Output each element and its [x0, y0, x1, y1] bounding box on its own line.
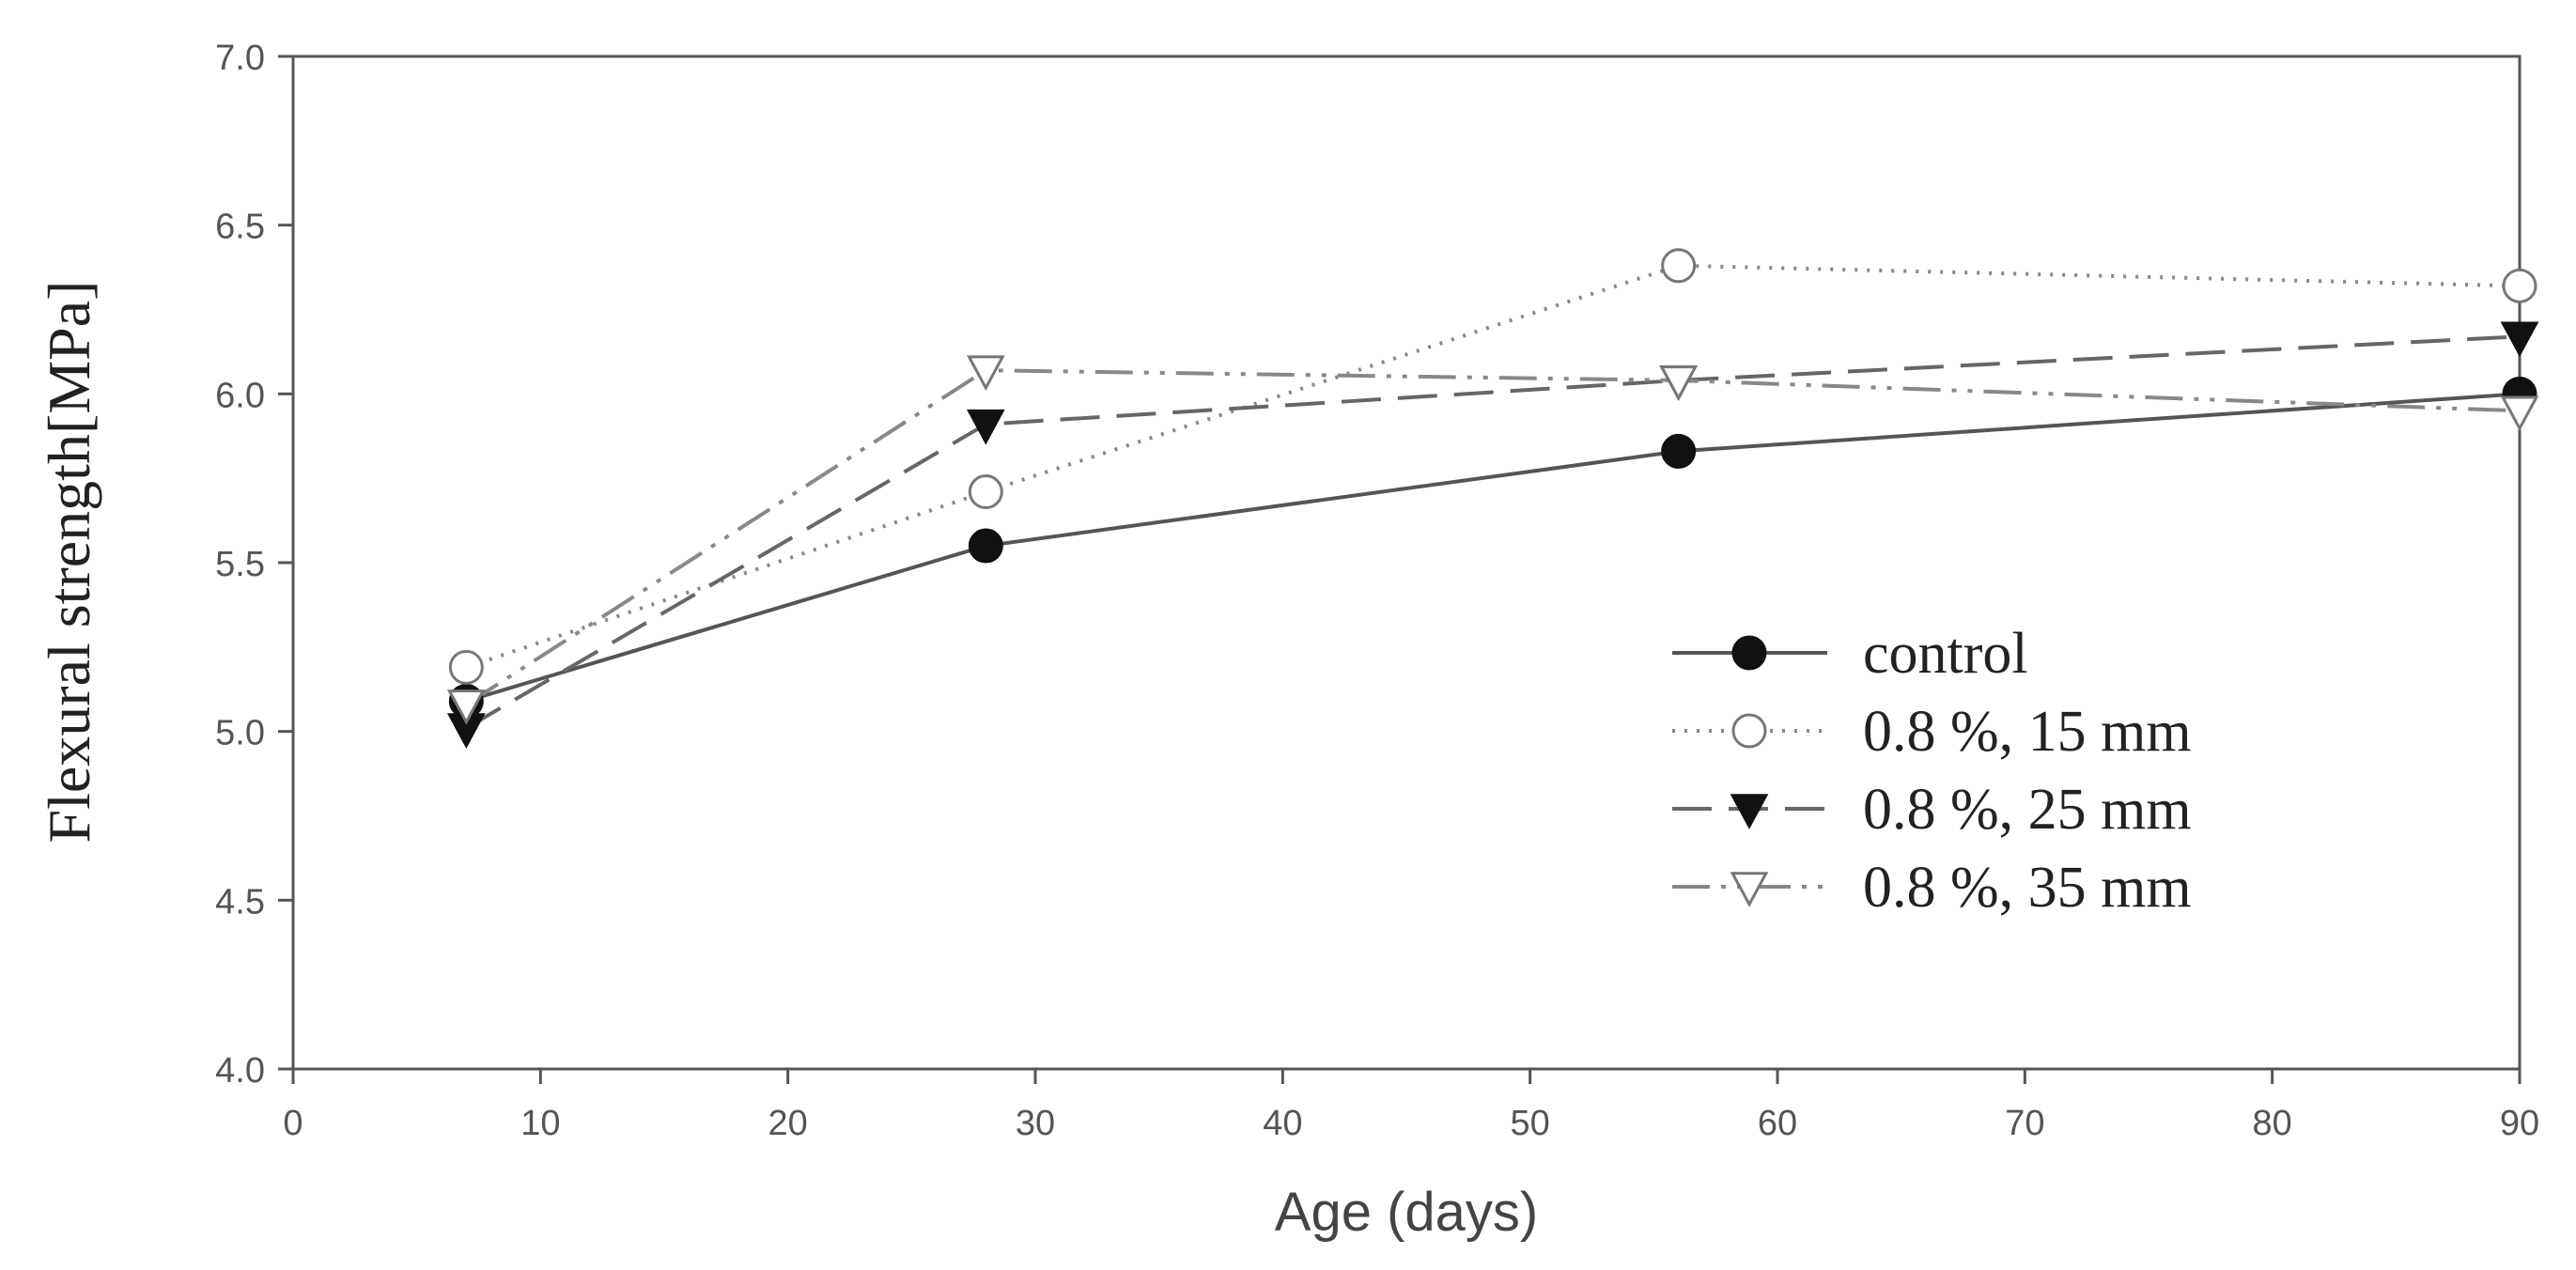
legend-label-3: 0.8 %, 35 mm	[1863, 856, 2192, 920]
x-axis-title: Age (days)	[1275, 1182, 1538, 1243]
data-point-s2-p1	[966, 409, 1005, 445]
axis-ticks	[278, 54, 2522, 1084]
data-point-s0-p1	[968, 528, 1003, 564]
x-tick-label: 10	[520, 1104, 560, 1143]
series-line-1	[465, 263, 2521, 670]
x-tick-label: 70	[2005, 1104, 2044, 1143]
series-lines	[465, 263, 2521, 730]
y-tick-label: 7.0	[215, 39, 265, 78]
data-point-s1-p3	[2502, 268, 2537, 303]
x-tick-label: 90	[2500, 1104, 2539, 1143]
legend-marker-3	[1730, 872, 1769, 907]
data-point-s3-p2	[1659, 365, 1699, 401]
series-line-0	[465, 392, 2521, 704]
legend-label-1: 0.8 %, 15 mm	[1863, 700, 2192, 764]
y-tick-labels: 4.0 4.5 5.0 5.5 6.0 6.5 7.0	[215, 39, 265, 1091]
data-point-s3-p1	[966, 355, 1005, 392]
legend: control 0.8 %, 15 mm 0.8 %, 25 mm 0.8 %, 35…	[1672, 622, 2192, 920]
x-tick-label: 30	[1016, 1104, 1055, 1143]
data-point-s1-p0	[448, 649, 484, 685]
x-tick-label: 60	[1758, 1104, 1797, 1143]
x-tick-labels: 0 10 20 30 40 50 60 70 80 90	[283, 1104, 2539, 1143]
legend-marker-2	[1730, 794, 1769, 829]
legend-label-2: 0.8 %, 25 mm	[1863, 778, 2192, 842]
legend-label-0: control	[1863, 622, 2028, 686]
data-point-s1-p1	[968, 474, 1003, 510]
data-point-s3-p3	[2500, 395, 2539, 432]
x-tick-label: 40	[1263, 1104, 1302, 1143]
y-tick-label: 4.5	[215, 882, 265, 922]
y-tick-label: 5.0	[215, 714, 265, 753]
data-point-s0-p2	[1661, 433, 1697, 469]
y-tick-label: 4.0	[215, 1051, 265, 1091]
series-markers	[446, 248, 2539, 749]
x-tick-label: 0	[283, 1104, 303, 1143]
series-line-2	[465, 334, 2521, 730]
y-tick-label: 6.5	[215, 208, 265, 247]
data-point-s3-p0	[446, 689, 486, 725]
y-tick-label: 5.5	[215, 545, 265, 584]
legend-marker-0	[1731, 635, 1767, 671]
data-point-s1-p2	[1661, 248, 1697, 284]
legend-marker-1	[1731, 713, 1767, 749]
series-line-3	[465, 368, 2521, 706]
x-tick-label: 80	[2253, 1104, 2292, 1143]
y-axis-title: Flexural strength[MPa]	[36, 281, 102, 844]
x-tick-label: 50	[1511, 1104, 1550, 1143]
data-point-s2-p3	[2500, 321, 2539, 358]
y-tick-label: 6.0	[215, 376, 265, 415]
x-tick-label: 20	[768, 1104, 808, 1143]
